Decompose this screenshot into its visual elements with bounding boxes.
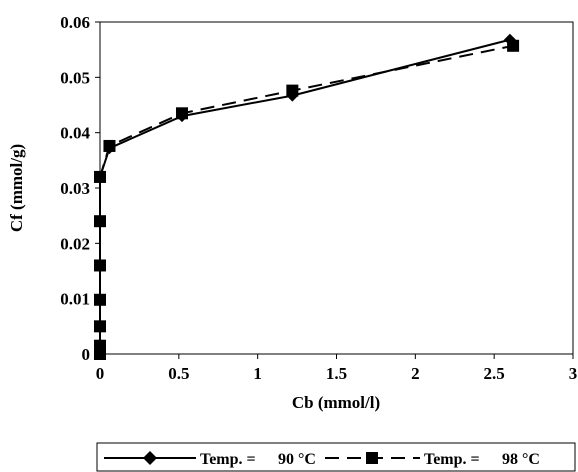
x-tick-label: 1.5 — [326, 364, 347, 383]
series-2-point — [286, 84, 299, 97]
y-tick-label: 0 — [82, 345, 91, 364]
series-layer — [94, 33, 520, 360]
x-tick-label: 2 — [411, 364, 420, 383]
x-tick-label: 0 — [96, 364, 105, 383]
y-tick-label: 0.03 — [60, 179, 90, 198]
y-tick-label: 0.04 — [60, 124, 90, 143]
legend-diamond-marker — [143, 451, 157, 465]
x-axis-label: Cb (mmol/l) — [292, 393, 380, 412]
y-tick-label: 0.01 — [60, 290, 90, 309]
x-tick-label: 2.5 — [484, 364, 505, 383]
plot-frame — [99, 21, 574, 355]
series-2-point — [94, 320, 106, 333]
series-1-line — [99, 38, 511, 354]
series-2-point — [94, 170, 106, 183]
series-2-point — [94, 215, 106, 228]
y-axis-label: Cf (mmol/g) — [7, 144, 26, 232]
x-tick-label: 1 — [253, 364, 262, 383]
y-tick-label: 0.06 — [60, 13, 90, 32]
series-2-point — [94, 259, 106, 272]
series-2-point — [175, 107, 188, 120]
y-tick-label: 0.02 — [60, 234, 90, 253]
legend-label-series-1: Temp. = — [200, 451, 256, 468]
ticks-layer: 0 0.5 1 1.5 2 2.5 3 0 0.01 0.02 0.03 0.04 0.05 0.06 — [60, 13, 577, 383]
series-2-point — [507, 39, 520, 52]
legend-value-series-1: 90 °C — [278, 451, 316, 468]
legend: Temp. = 90 °C Temp. = 98 °C — [96, 442, 576, 472]
series-2-point — [94, 339, 106, 352]
x-tick-label: 0.5 — [168, 364, 189, 383]
x-tick-label: 3 — [569, 364, 578, 383]
series-2-point — [103, 139, 116, 152]
legend-label-series-2: Temp. = — [424, 451, 480, 468]
legend-value-series-2: 98 °C — [502, 451, 540, 468]
y-tick-label: 0.05 — [60, 68, 90, 87]
legend-square-marker — [366, 452, 378, 464]
series-2-point — [94, 293, 106, 306]
series-1-point — [503, 33, 516, 46]
